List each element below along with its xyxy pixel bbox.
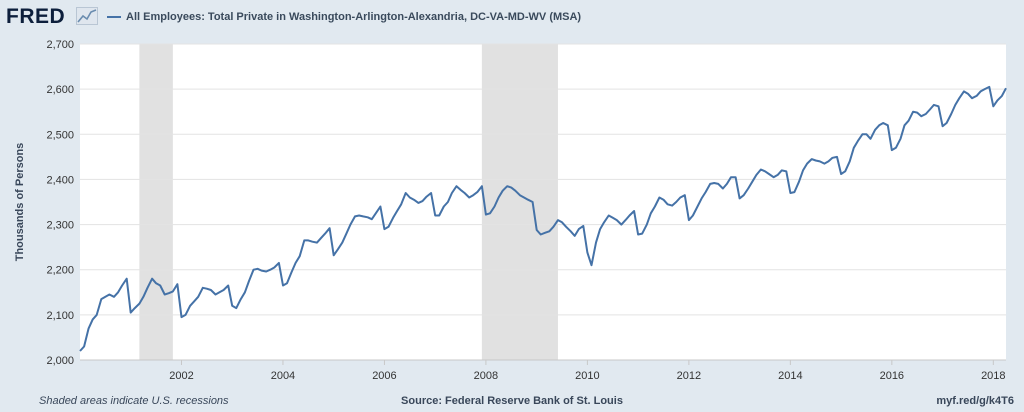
short-link[interactable]: myf.red/g/k4T6 [936,395,1014,407]
recession-shading [139,44,558,360]
y-tick-label: 2,500 [46,129,74,141]
recession-band [481,44,558,360]
chart-header: FRED All Employees: Total Private in Was… [0,0,1024,34]
x-tick-label: 2016 [880,370,904,382]
recession-band [139,44,173,360]
fred-logo[interactable]: FRED [6,5,66,28]
y-tick-label: 2,200 [46,265,74,277]
y-axis-ticks: 2,000 2,100 2,200 2,300 2,400 2,500 2,600 2,700 [46,39,74,367]
series-line [79,85,1007,352]
series-title: All Employees: Total Private in Washingt… [126,11,582,23]
trend-line-icon [76,7,98,25]
source-text: Source: Federal Reserve Bank of St. Loui… [401,395,623,407]
line-chart: 2,000 2,100 2,200 2,300 2,400 2,500 2,600 2,700… [14,39,1007,382]
x-tick-label: 2004 [271,370,295,382]
x-axis-ticks: 2002 2004 2006 2008 2010 2012 2014 2016 2018 [80,359,1006,382]
y-tick-label: 2,000 [46,355,74,367]
x-tick-label: 2006 [372,370,396,382]
x-tick-label: 2018 [981,370,1005,382]
y-tick-label: 2,700 [46,39,74,51]
recession-note: Shaded areas indicate U.S. recessions [39,395,229,407]
chart-footer: Shaded areas indicate U.S. recessions So… [0,395,1024,411]
legend: All Employees: Total Private in Washingt… [107,11,581,23]
y-tick-label: 2,100 [46,310,74,322]
legend-line-swatch [107,16,121,18]
x-tick-label: 2008 [474,370,498,382]
y-tick-label: 2,600 [46,84,74,96]
y-axis-label: Thousands of Persons [14,143,26,262]
x-tick-label: 2010 [575,370,599,382]
x-tick-label: 2014 [778,370,802,382]
y-tick-label: 2,400 [46,174,74,186]
series-layer [79,85,1007,352]
x-tick-label: 2012 [677,370,701,382]
y-tick-label: 2,300 [46,220,74,232]
x-tick-label: 2002 [169,370,193,382]
